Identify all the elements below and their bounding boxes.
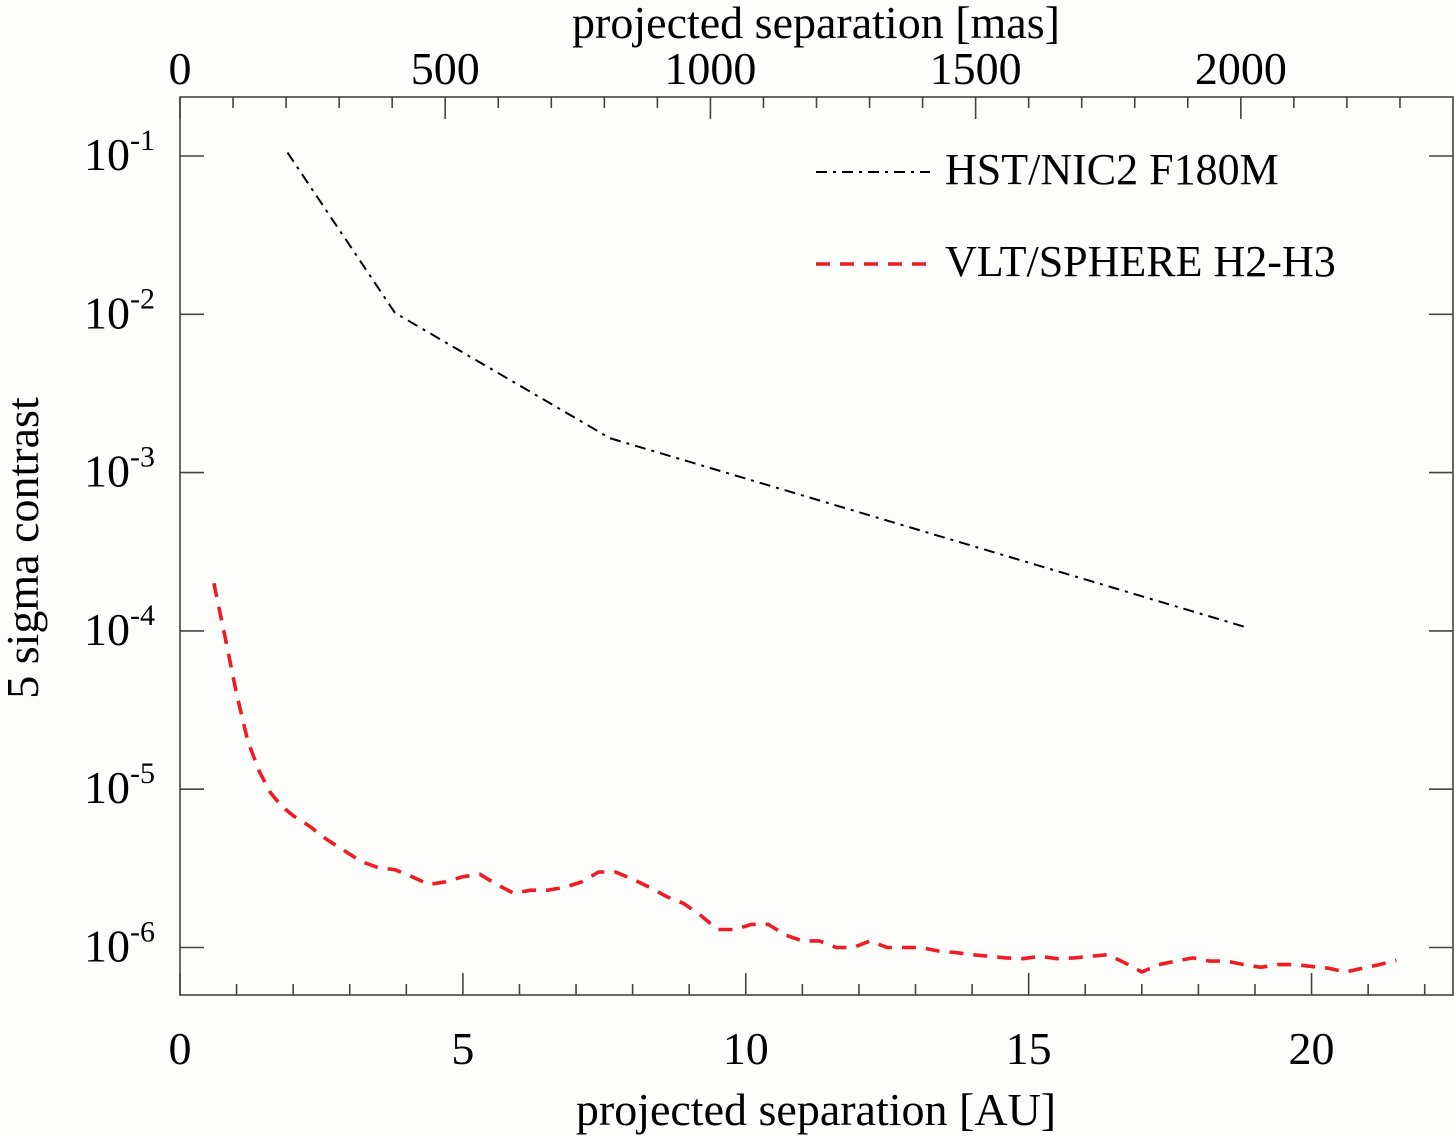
- x2-tick-label: 500: [411, 43, 480, 94]
- x-tick-label: 15: [1006, 1023, 1052, 1074]
- x-tick-label: 20: [1289, 1023, 1335, 1074]
- plot-frame: [179, 96, 1454, 996]
- x2-tick-label: 1000: [664, 43, 756, 94]
- y-tick-label: 10-4: [84, 599, 155, 655]
- series-layer: [212, 152, 1397, 975]
- series-line-hst: [286, 152, 1250, 630]
- y-axis-title: 5 sigma contrast: [0, 397, 48, 699]
- y-tick-label: 10-3: [84, 441, 155, 497]
- x2-tick-label: 0: [169, 43, 192, 94]
- tick-labels: 0 5 10 15 20 0 500 1000 1500 2000 10-1 10-2 10-3 10-4…: [84, 43, 1335, 1074]
- x-tick-label: 5: [451, 1023, 474, 1074]
- legend-label-hst: HST/NIC2 F180M: [945, 145, 1279, 194]
- y-tick-label: 10-2: [84, 282, 155, 338]
- x-axis-title: projected separation [AU]: [576, 1084, 1056, 1135]
- legend: HST/NIC2 F180M VLT/SPHERE H2-H3: [816, 145, 1336, 286]
- series-line-sphere: [212, 582, 1397, 975]
- legend-label-sphere: VLT/SPHERE H2-H3: [945, 237, 1336, 286]
- x-tick-label: 10: [723, 1023, 769, 1074]
- y-tick-label: 10-5: [84, 757, 155, 813]
- x2-axis-title: projected separation [mas]: [572, 0, 1060, 48]
- ticks: [179, 97, 1453, 995]
- x2-tick-label: 2000: [1195, 43, 1287, 94]
- x2-tick-label: 1500: [930, 43, 1022, 94]
- x-tick-label: 0: [169, 1023, 192, 1074]
- y-tick-label: 10-1: [84, 124, 155, 180]
- y-tick-label: 10-6: [84, 916, 155, 972]
